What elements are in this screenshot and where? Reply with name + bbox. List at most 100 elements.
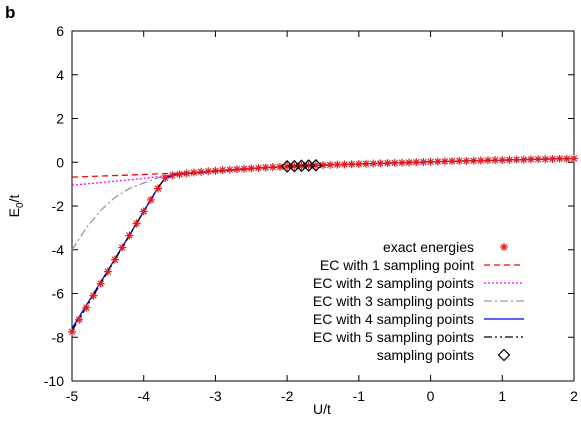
- exact-energy-point: [562, 154, 571, 163]
- exact-energy-point: [340, 160, 349, 169]
- exact-energy-point: [541, 155, 550, 164]
- exact-energy-point: [96, 279, 105, 288]
- y-axis-label: E0/t: [6, 195, 26, 218]
- exact-energy-point: [254, 163, 263, 172]
- exact-energy-point: [75, 315, 84, 324]
- legend: exact energies EC with 1 sampling point EC…: [313, 239, 524, 363]
- exact-energy-point: [419, 158, 428, 167]
- exact-energy-point: [512, 155, 521, 164]
- x-axis-label-text: U/t: [313, 401, 331, 417]
- exact-energy-point: [354, 160, 363, 168]
- x-axis-label: U/t: [313, 401, 331, 417]
- exact-energy-point: [433, 157, 442, 166]
- x-tick-label: -1: [353, 388, 366, 404]
- y-tick-label: 6: [56, 23, 64, 39]
- exact-energy-point: [412, 158, 421, 167]
- exact-energy-point: [376, 159, 385, 168]
- exact-energy-point: [175, 170, 184, 179]
- y-tick-label: -6: [52, 286, 65, 302]
- panel-letter: b: [5, 3, 15, 22]
- exact-energy-point: [240, 164, 249, 173]
- legend-label: EC with 2 sampling points: [313, 275, 474, 291]
- exact-energy-point: [211, 166, 220, 175]
- exact-energy-point: [347, 160, 356, 169]
- exact-energy-point: [390, 158, 399, 167]
- exact-energy-point: [440, 157, 449, 166]
- y-tick-label: -2: [52, 198, 65, 214]
- exact-energy-point: [483, 156, 492, 165]
- exact-energy-point: [168, 171, 177, 180]
- y-axis-label-subscript: 0: [15, 202, 26, 208]
- exact-energy-point: [182, 169, 191, 178]
- y-axis-label-main: E: [6, 208, 22, 217]
- y-tick-label: 0: [56, 154, 64, 170]
- y-axis-label-rest: /t: [6, 195, 22, 203]
- legend-label: EC with 5 sampling points: [313, 329, 474, 345]
- legend-marker: [500, 243, 508, 251]
- exact-energy-point: [319, 161, 327, 170]
- y-tick-label: 4: [56, 67, 64, 83]
- exact-energy-point: [125, 231, 134, 240]
- exact-energy-point: [519, 155, 528, 164]
- exact-energy-point: [462, 156, 471, 165]
- series-line: [71, 157, 575, 251]
- y-tick-label: -4: [52, 242, 65, 258]
- exact-energy-point: [218, 166, 227, 175]
- exact-energy-point: [570, 154, 578, 163]
- exact-energy-point: [469, 156, 478, 165]
- exact-energy-point: [426, 157, 435, 166]
- y-tick-label: -10: [44, 373, 64, 389]
- exact-energy-point: [154, 184, 163, 193]
- exact-energy-point: [204, 167, 213, 176]
- x-tick-label: -5: [66, 388, 79, 404]
- legend-label: EC with 3 sampling points: [313, 293, 474, 309]
- exact-energy-point: [548, 154, 557, 163]
- exact-energy-point: [111, 255, 120, 264]
- exact-energy-point: [232, 165, 241, 174]
- exact-energy-point: [132, 219, 141, 228]
- exact-energy-point: [146, 195, 155, 204]
- exact-energy-point: [139, 207, 148, 216]
- exact-energy-point: [369, 159, 378, 168]
- exact-energy-point: [225, 165, 234, 174]
- exact-energy-point: [383, 159, 392, 168]
- exact-energy-point: [455, 156, 464, 165]
- y-tick-label: -8: [52, 329, 65, 345]
- exact-energy-point: [197, 167, 206, 176]
- exact-energy-point: [261, 163, 270, 172]
- legend-label: EC with 1 sampling point: [320, 257, 474, 273]
- y-tick-label: 2: [56, 111, 64, 127]
- x-tick-label: -2: [281, 388, 294, 404]
- exact-energy-point: [476, 156, 485, 165]
- exact-energy-point: [534, 155, 543, 164]
- exact-energy-point: [247, 164, 256, 173]
- legend-label: exact energies: [383, 239, 474, 255]
- sampling-point-marker: [309, 158, 323, 172]
- exact-energy-point: [505, 155, 514, 164]
- exact-energy-point: [82, 303, 91, 312]
- legend-label: sampling points: [377, 347, 474, 363]
- legend-marker: [497, 348, 511, 362]
- x-tick-label: 0: [427, 388, 435, 404]
- exact-energy-point: [68, 327, 76, 336]
- exact-energy-point: [405, 158, 414, 167]
- legend-label: EC with 4 sampling points: [313, 311, 474, 327]
- series-7: [280, 158, 323, 173]
- x-tick-label: -3: [209, 388, 222, 404]
- x-tick-label: -4: [137, 388, 150, 404]
- exact-energy-point: [448, 157, 457, 166]
- exact-energy-point: [118, 243, 127, 252]
- exact-energy-point: [333, 160, 342, 169]
- series-layer: [68, 154, 578, 336]
- exact-energy-point: [555, 154, 564, 163]
- exact-energy-point: [161, 174, 170, 182]
- exact-energy-point: [189, 168, 198, 177]
- series-4: [71, 157, 575, 251]
- exact-energy-point: [326, 160, 335, 169]
- x-tick-label: 1: [498, 388, 506, 404]
- exact-energy-point: [89, 291, 98, 300]
- exact-energy-point: [362, 159, 371, 168]
